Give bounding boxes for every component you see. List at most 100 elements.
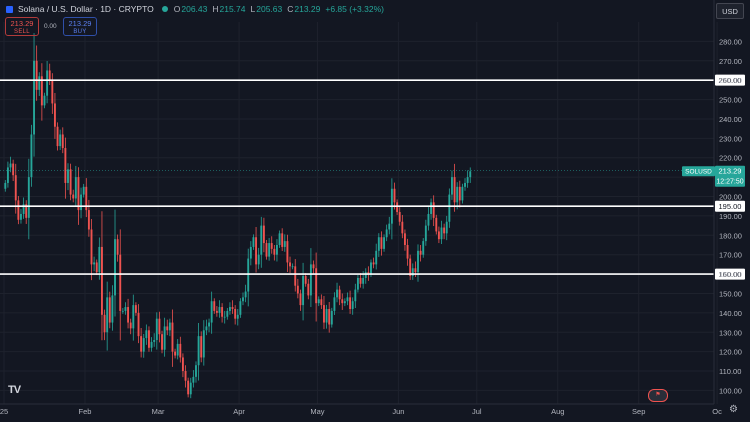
- close-label: C: [287, 4, 294, 14]
- candle-body: [424, 225, 427, 242]
- candle-body: [85, 186, 88, 211]
- candle-body: [257, 254, 260, 265]
- candle-body: [46, 70, 49, 96]
- sell-price: 213.29: [10, 19, 34, 28]
- symbol-tag-box: [682, 166, 715, 177]
- candle-body: [343, 301, 346, 304]
- candle-body: [223, 316, 226, 318]
- symbol-title[interactable]: Solana / U.S. Dollar · 1D · CRYPTO: [18, 4, 154, 14]
- candle-body: [422, 241, 425, 255]
- level-price-label: 260.00: [719, 76, 742, 85]
- candle-body: [458, 186, 461, 201]
- candle-body: [328, 308, 331, 325]
- candle-body: [239, 301, 242, 315]
- candle-body: [116, 239, 119, 255]
- y-tick-label: 240.00: [719, 115, 742, 124]
- x-tick-label: Jun: [392, 407, 404, 416]
- candle-body: [435, 217, 438, 232]
- candle-body: [401, 221, 404, 234]
- candle-body: [385, 229, 388, 238]
- candle-body: [304, 276, 307, 284]
- candle-body: [210, 301, 213, 323]
- last-price-box: [715, 165, 745, 187]
- candle-body: [158, 318, 161, 335]
- y-tick-label: 100.00: [719, 386, 742, 395]
- candle-body: [208, 322, 210, 327]
- candle-body: [341, 299, 344, 304]
- time-axis[interactable]: 25 Feb Mar Apr May Jun Jul Aug Sep Oc: [0, 407, 722, 416]
- candle-body: [398, 212, 401, 222]
- candle-body: [114, 239, 116, 296]
- candle-body: [132, 305, 135, 329]
- x-tick-label: Mar: [152, 407, 165, 416]
- y-tick-label: 270.00: [719, 57, 742, 66]
- candle-body: [67, 169, 69, 183]
- candle-body: [153, 340, 156, 342]
- tradingview-logo[interactable]: TV: [8, 384, 21, 396]
- candle-body: [108, 297, 111, 323]
- candle-body: [40, 76, 43, 106]
- gear-icon[interactable]: ⚙: [729, 404, 738, 415]
- candle-body: [192, 376, 195, 383]
- candle-body: [213, 301, 216, 311]
- candle-body: [163, 326, 166, 350]
- candle-body: [268, 243, 271, 257]
- y-tick-label: 160.00: [719, 270, 742, 279]
- candle-body: [200, 336, 203, 358]
- level-price-tag: [715, 268, 745, 280]
- level-price-label: 195.00: [719, 202, 742, 211]
- candle-body: [419, 250, 422, 255]
- candle-body: [119, 254, 122, 311]
- open-value: 206.43: [181, 4, 208, 14]
- candle-body: [93, 262, 96, 265]
- candle-body: [20, 213, 22, 220]
- candle-body: [276, 244, 278, 255]
- candle-body: [43, 95, 46, 106]
- open-label: O: [173, 4, 181, 14]
- candle-body: [323, 305, 325, 323]
- candle-body: [325, 308, 328, 323]
- candle-body: [82, 186, 85, 195]
- high-label: H: [212, 4, 219, 14]
- candle-body: [414, 268, 417, 273]
- y-tick-label: 110.00: [719, 367, 741, 376]
- candle-body: [161, 334, 163, 350]
- y-tick-label: 180.00: [719, 231, 742, 240]
- candle-body: [289, 262, 291, 267]
- candle-body: [38, 76, 41, 90]
- candle-body: [221, 307, 224, 317]
- candle-body: [291, 266, 294, 268]
- candle-body: [30, 134, 33, 178]
- candle-body: [445, 221, 448, 234]
- candle-body: [95, 262, 98, 273]
- candle-body: [25, 204, 28, 218]
- candle-body: [333, 297, 336, 311]
- candle-body: [197, 336, 200, 366]
- us-flag-icon[interactable]: ⚑: [648, 389, 668, 402]
- candle-body: [320, 299, 323, 306]
- candle-body: [98, 246, 101, 273]
- candle-body: [106, 297, 109, 333]
- symbol-tag: SOLUSD: [685, 169, 712, 176]
- candle-body: [64, 148, 67, 183]
- currency-selector[interactable]: USD: [716, 3, 744, 19]
- candle-body: [77, 177, 80, 211]
- candle-body: [351, 301, 354, 309]
- candle-body: [80, 194, 83, 211]
- candle-body: [90, 229, 93, 265]
- candle-body: [362, 277, 365, 284]
- sell-button[interactable]: 213.29 SELL: [5, 17, 39, 36]
- sell-label: SELL: [14, 29, 30, 35]
- candle-body: [166, 326, 169, 331]
- candle-body: [448, 194, 451, 222]
- candle-body: [140, 336, 143, 352]
- horizontal-levels[interactable]: 260.00 195.00 160.00: [0, 74, 745, 280]
- candle-body: [33, 60, 35, 135]
- candle-body: [4, 182, 7, 189]
- x-tick-label: Aug: [551, 407, 564, 416]
- candle-body: [22, 204, 25, 214]
- candle-body: [315, 268, 318, 304]
- buy-button[interactable]: 213.29 BUY: [63, 17, 97, 36]
